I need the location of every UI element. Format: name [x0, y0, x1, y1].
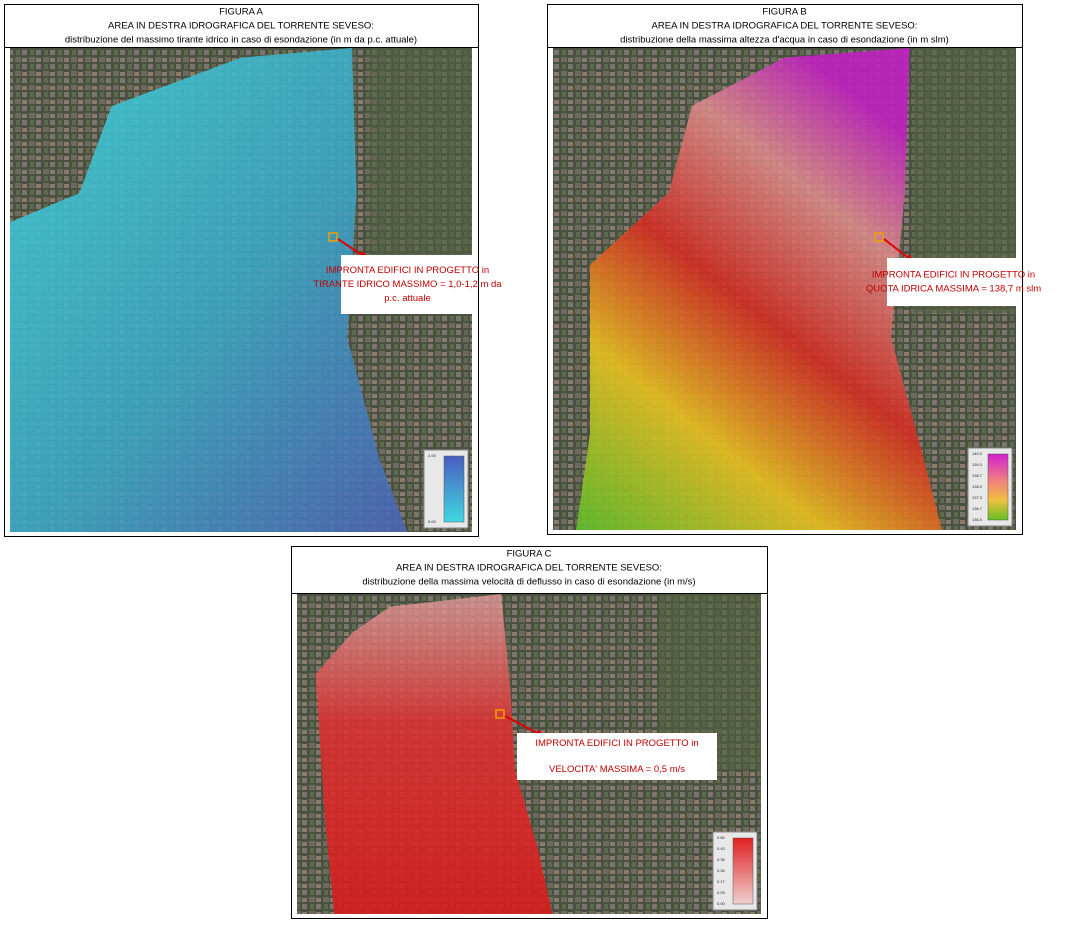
figure-label: FIGURA A — [219, 7, 263, 18]
flood-area — [10, 48, 408, 532]
legend-label: 2.00 — [428, 453, 437, 458]
figure-subtitle: distribuzione della massima velocità di … — [362, 577, 695, 588]
annotation-text: IMPRONTA EDIFICI IN PROGETTO in — [872, 270, 1035, 281]
figure-subtitle: distribuzione della massima altezza d'ac… — [620, 35, 949, 46]
annotation-box — [517, 733, 717, 780]
legend-label: 0.00 — [717, 901, 726, 906]
annotation-text: IMPRONTA EDIFICI IN PROGETTO in — [535, 738, 698, 749]
annotation-box — [887, 258, 1020, 306]
building-footprint — [874, 232, 884, 242]
arrow — [883, 238, 912, 261]
annotation-text: p.c. attuale — [384, 293, 430, 304]
legend-label: 0.60 — [717, 835, 726, 840]
flood-area — [315, 594, 553, 914]
figure: FIGURA A AREA IN DESTRA IDROGRAFICA DEL T… — [4, 4, 502, 537]
legend-label: 138.7 — [972, 473, 983, 478]
legend-label: 0.35 — [717, 857, 726, 862]
arrow — [337, 238, 366, 258]
legend-label: 0.43 — [717, 846, 726, 851]
building-footprint — [328, 232, 338, 242]
legend-label: 136.0 — [972, 517, 983, 522]
annotation-text: VELOCITA' MASSIMA = 0,5 m/s — [549, 764, 685, 775]
legend-label: 0.17 — [717, 879, 726, 884]
flood-area — [576, 48, 942, 530]
legend-bar — [443, 455, 465, 523]
building-footprint — [495, 709, 505, 719]
figure-subtitle: distribuzione del massimo tirante idrico… — [65, 35, 417, 46]
legend-label: 137.3 — [972, 495, 983, 500]
annotation-box — [341, 255, 474, 314]
legend-label: 139.3 — [972, 462, 983, 467]
figure-title: AREA IN DESTRA IDROGRAFICA DEL TORRENTE … — [652, 21, 918, 32]
legend-bar — [987, 453, 1009, 521]
annotation-text: TIRANTE IDRICO MASSIMO = 1,0-1,2 m da — [313, 279, 502, 290]
legend-label: 136.7 — [972, 506, 983, 511]
annotation-text: QUOTA IDRICA MASSIMA = 138,7 m slm — [866, 284, 1041, 295]
figure-label: FIGURA C — [507, 549, 552, 560]
figure-title: AREA IN DESTRA IDROGRAFICA DEL TORRENTE … — [396, 563, 662, 574]
figure-title: AREA IN DESTRA IDROGRAFICA DEL TORRENTE … — [108, 21, 374, 32]
annotation-text: IMPRONTA EDIFICI IN PROGETTO in — [326, 265, 489, 276]
arrow — [504, 715, 542, 736]
figure-label: FIGURA B — [762, 7, 806, 18]
legend-label: 140.0 — [972, 451, 983, 456]
figure: FIGURA B AREA IN DESTRA IDROGRAFICA DEL T… — [547, 4, 1041, 535]
legend-label: 0.26 — [717, 868, 726, 873]
legend-label: 0.09 — [717, 890, 726, 895]
legend-label: 0.00 — [428, 519, 437, 524]
legend-label: 138.0 — [972, 484, 983, 489]
figure: FIGURA C AREA IN DESTRA IDROGRAFICA DEL T… — [291, 546, 768, 919]
legend-bar — [732, 837, 754, 905]
